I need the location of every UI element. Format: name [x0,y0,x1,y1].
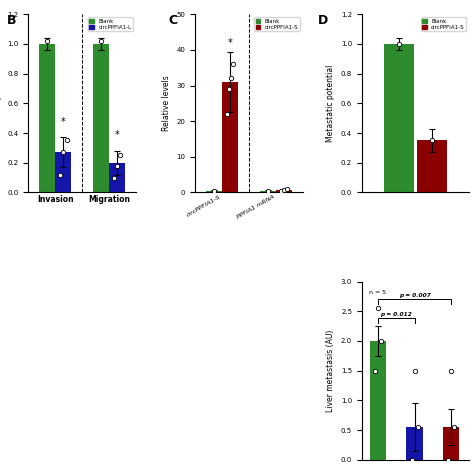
Point [428,137,436,144]
Text: B: B [7,14,17,27]
Bar [55,152,72,192]
Point [228,74,235,82]
Point [377,337,385,345]
Text: p = 0.007: p = 0.007 [399,293,430,298]
Point [210,187,218,194]
Point [63,137,71,144]
Point [447,367,455,374]
Point [411,367,419,374]
Legend: Blank, circPPFIA1-S: Blank, circPPFIA1-S [254,17,300,31]
Bar [206,191,222,192]
Text: *: * [61,117,66,127]
Y-axis label: Liver metastasis (AU): Liver metastasis (AU) [326,329,335,412]
Bar [260,191,276,192]
Bar [276,190,292,192]
Point [225,85,233,93]
Point [374,304,382,312]
Bar [384,44,414,192]
Y-axis label: Metastatic potential: Metastatic potential [0,64,2,142]
Point [414,423,421,431]
Point [113,162,121,170]
Bar [370,341,386,460]
Point [44,37,51,45]
Point [264,187,272,195]
Y-axis label: Metastatic potential: Metastatic potential [326,64,335,142]
Text: D: D [318,14,328,27]
Text: *: * [228,38,232,48]
Bar [406,427,423,460]
Text: n = 5: n = 5 [369,291,386,295]
Point [277,187,284,194]
Bar [222,82,238,192]
Text: *: * [115,130,119,140]
Point [408,456,416,464]
Bar [417,140,447,192]
Point [97,37,105,45]
Text: p = 0.012: p = 0.012 [381,312,412,317]
Point [444,456,452,464]
Bar [93,44,109,192]
Point [396,40,403,48]
Point [117,152,124,159]
Point [283,185,291,192]
Legend: Blank, circPPFIA1-S: Blank, circPPFIA1-S [420,17,466,31]
Point [450,423,458,431]
Point [229,60,237,68]
Point [60,148,67,156]
Bar [109,163,125,192]
Point [110,174,118,182]
Point [56,171,64,178]
Point [372,367,379,374]
Point [280,186,288,193]
Bar [443,427,459,460]
Text: C: C [168,14,177,27]
Point [223,110,230,118]
Y-axis label: Relative levels: Relative levels [162,75,171,131]
Legend: Blank, circPPFIA1-L: Blank, circPPFIA1-L [88,17,133,31]
Bar [39,44,55,192]
